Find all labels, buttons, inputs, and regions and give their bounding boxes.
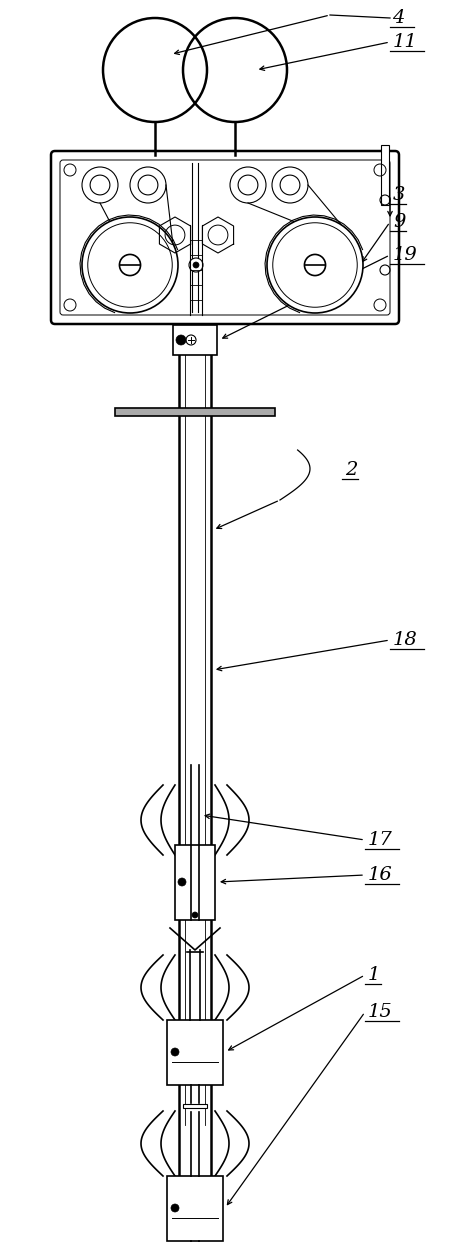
- Text: 17: 17: [368, 831, 393, 850]
- Text: 1: 1: [368, 966, 380, 984]
- Text: 16: 16: [368, 866, 393, 884]
- Circle shape: [304, 255, 326, 276]
- Circle shape: [171, 1203, 179, 1212]
- Text: 3: 3: [393, 186, 405, 204]
- Bar: [167, 1176, 223, 1241]
- Circle shape: [267, 217, 363, 313]
- Bar: [175, 845, 215, 920]
- Circle shape: [82, 217, 178, 313]
- FancyBboxPatch shape: [51, 152, 399, 324]
- Text: 2: 2: [345, 461, 357, 479]
- Circle shape: [171, 1048, 179, 1056]
- Circle shape: [176, 335, 186, 345]
- Text: 19: 19: [393, 246, 418, 265]
- Text: 18: 18: [393, 631, 418, 650]
- Text: 4: 4: [392, 9, 405, 27]
- Bar: [381, 145, 389, 205]
- Text: 11: 11: [393, 34, 418, 51]
- Circle shape: [193, 262, 199, 268]
- Bar: [173, 325, 217, 355]
- Circle shape: [178, 878, 186, 886]
- Circle shape: [189, 258, 203, 272]
- Bar: [115, 409, 275, 416]
- Bar: [183, 1104, 207, 1108]
- Bar: [167, 1020, 223, 1086]
- Text: 15: 15: [368, 1004, 393, 1021]
- Circle shape: [192, 912, 198, 918]
- Text: 9: 9: [393, 212, 405, 231]
- Circle shape: [120, 255, 141, 276]
